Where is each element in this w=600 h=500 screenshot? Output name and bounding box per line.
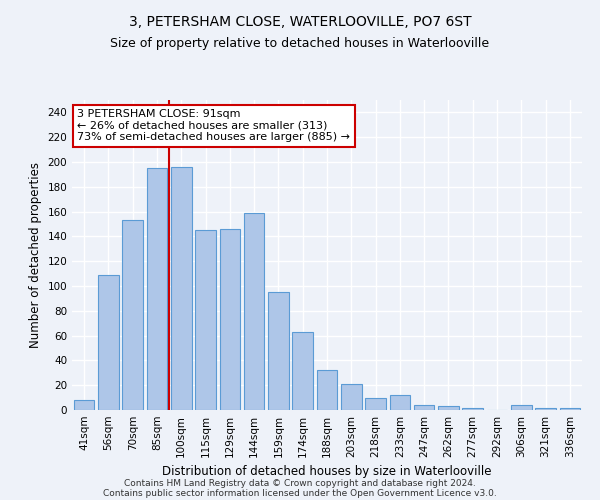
Text: Contains public sector information licensed under the Open Government Licence v3: Contains public sector information licen… [103,488,497,498]
Text: Contains HM Land Registry data © Crown copyright and database right 2024.: Contains HM Land Registry data © Crown c… [124,478,476,488]
Bar [244,213,265,410]
X-axis label: Distribution of detached houses by size in Waterlooville: Distribution of detached houses by size … [162,466,492,478]
Bar [389,395,410,410]
Text: Size of property relative to detached houses in Waterlooville: Size of property relative to detached ho… [110,38,490,51]
Bar [146,168,167,410]
Bar [414,405,434,410]
Bar [268,292,289,410]
Bar [122,220,143,410]
Bar [535,408,556,410]
Bar [365,398,386,410]
Y-axis label: Number of detached properties: Number of detached properties [29,162,42,348]
Text: 3 PETERSHAM CLOSE: 91sqm
← 26% of detached houses are smaller (313)
73% of semi-: 3 PETERSHAM CLOSE: 91sqm ← 26% of detach… [77,110,350,142]
Bar [317,370,337,410]
Bar [511,405,532,410]
Bar [463,408,483,410]
Bar [195,230,216,410]
Bar [341,384,362,410]
Text: 3, PETERSHAM CLOSE, WATERLOOVILLE, PO7 6ST: 3, PETERSHAM CLOSE, WATERLOOVILLE, PO7 6… [128,15,472,29]
Bar [438,406,459,410]
Bar [220,229,240,410]
Bar [560,408,580,410]
Bar [74,400,94,410]
Bar [292,332,313,410]
Bar [171,167,191,410]
Bar [98,275,119,410]
